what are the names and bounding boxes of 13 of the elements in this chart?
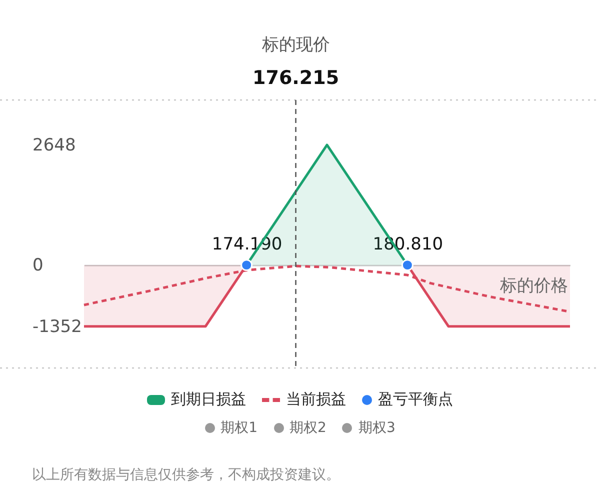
x-axis-title: 标的价格	[499, 276, 568, 296]
text: 以上所有数据与信息仅供参考，不构成投资建议。	[32, 466, 340, 484]
legend-label: 期权3	[358, 419, 396, 437]
y-tick-label: 2648	[32, 135, 76, 156]
chart-title: 标的现价	[260, 35, 330, 55]
y-tick-label: -1352	[32, 316, 82, 337]
ref-line-label: 176.215	[252, 67, 340, 89]
legend-label: 期权2	[290, 419, 326, 437]
legend-label: 期权1	[220, 419, 258, 437]
legend-label: 到期日损益	[171, 390, 246, 409]
legend-label: 当前损益	[286, 390, 346, 409]
legend-label: 盈亏平衡点	[378, 390, 453, 409]
y-tick-label: 0	[32, 256, 44, 276]
